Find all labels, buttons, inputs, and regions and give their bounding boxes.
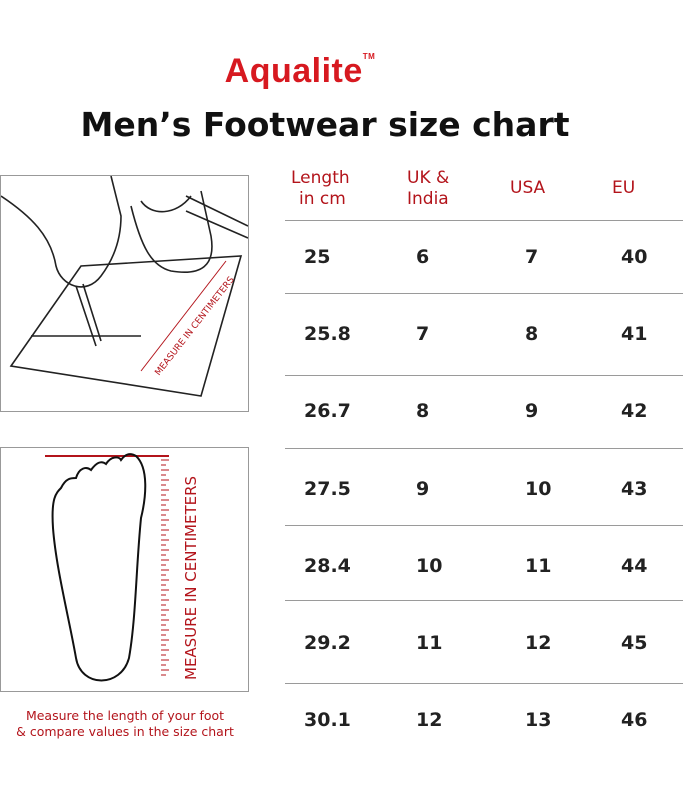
cell-eu: 42 xyxy=(621,400,648,422)
row-divider xyxy=(285,525,683,526)
cell-eu: 43 xyxy=(621,478,648,500)
cell-uk-india: 6 xyxy=(416,246,430,268)
cell-uk-india: 7 xyxy=(416,323,430,345)
row-divider xyxy=(285,600,683,601)
row-divider xyxy=(285,293,683,294)
cell-usa: 9 xyxy=(525,400,539,422)
page-title: Men’s Footwear size chart xyxy=(80,105,570,144)
caption-line-2: & compare values in the size chart xyxy=(16,724,234,739)
cell-uk-india: 12 xyxy=(416,709,443,731)
cell-eu: 40 xyxy=(621,246,648,268)
foot-outline-icon: MEASURE IN CENTIMETERS xyxy=(45,453,200,682)
caption-line-1: Measure the length of your foot xyxy=(25,708,225,723)
cell-eu: 41 xyxy=(621,323,648,345)
cell-uk-india: 8 xyxy=(416,400,430,422)
brand-logo: AqualiteTM xyxy=(0,52,600,91)
cell-length-cm: 28.4 xyxy=(304,555,351,577)
header-length: Length in cm xyxy=(291,168,350,209)
cell-usa: 10 xyxy=(525,478,552,500)
cell-uk-india: 10 xyxy=(416,555,443,577)
header-usa: USA xyxy=(510,178,546,198)
top-ruler-label: MEASURE IN CENTIMETERS xyxy=(153,275,236,378)
measuring-foot-illustration: MEASURE IN CENTIMETERS xyxy=(0,175,249,412)
cell-length-cm: 30.1 xyxy=(304,709,351,731)
cell-length-cm: 26.7 xyxy=(304,400,351,422)
cell-eu: 46 xyxy=(621,709,648,731)
cell-usa: 11 xyxy=(525,555,552,577)
foot-outline-illustration: MEASURE IN CENTIMETERS xyxy=(0,447,249,692)
header-eu: EU xyxy=(612,178,636,198)
row-divider xyxy=(285,448,683,449)
cell-usa: 13 xyxy=(525,709,552,731)
trademark: TM xyxy=(362,52,376,61)
header-uk-india: UK & India xyxy=(407,168,450,209)
bottom-ruler-label: MEASURE IN CENTIMETERS xyxy=(182,476,200,680)
cell-eu: 44 xyxy=(621,555,648,577)
cell-uk-india: 11 xyxy=(416,632,443,654)
cell-length-cm: 27.5 xyxy=(304,478,351,500)
row-divider xyxy=(285,683,683,684)
row-divider xyxy=(285,220,683,221)
cell-usa: 12 xyxy=(525,632,552,654)
caption: Measure the length of your foot & compar… xyxy=(0,708,250,740)
cell-length-cm: 25.8 xyxy=(304,323,351,345)
cell-uk-india: 9 xyxy=(416,478,430,500)
cell-usa: 8 xyxy=(525,323,539,345)
cell-length-cm: 25 xyxy=(304,246,331,268)
brand-name: Aqualite xyxy=(224,52,363,90)
row-divider xyxy=(285,375,683,376)
cell-eu: 45 xyxy=(621,632,648,654)
foot-tracing-icon: MEASURE IN CENTIMETERS xyxy=(0,175,249,397)
cell-length-cm: 29.2 xyxy=(304,632,351,654)
cell-usa: 7 xyxy=(525,246,539,268)
